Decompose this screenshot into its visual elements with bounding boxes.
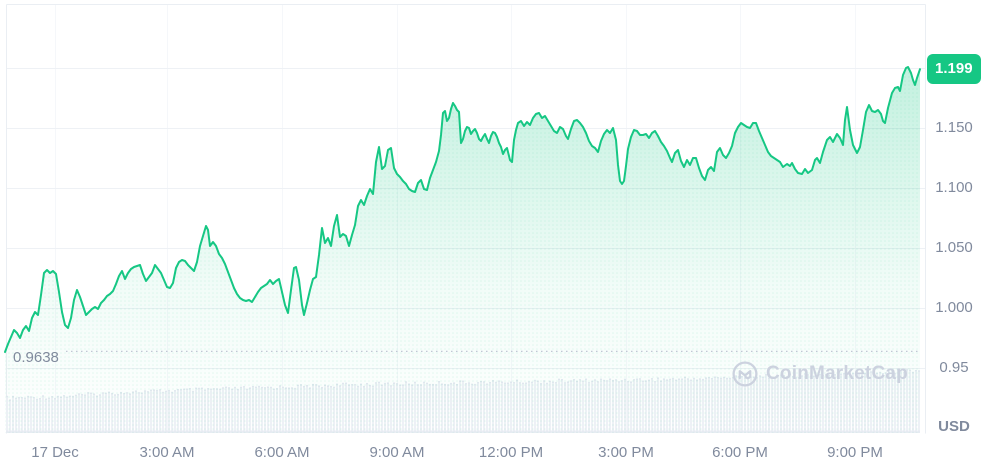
y-axis-tick-label: 1.000 (935, 299, 973, 316)
currency-unit-label: USD (938, 418, 970, 435)
y-axis: 1.150 1.100 1.050 1.000 0.95 (925, 0, 983, 472)
x-axis-tick-label: 17 Dec (31, 444, 79, 461)
x-axis-tick-label: 12:00 PM (478, 444, 544, 461)
watermark-text: CoinMarketCap (766, 363, 908, 384)
y-axis-tick-label: 1.150 (935, 119, 973, 136)
y-axis-tick-label: 1.100 (935, 179, 973, 196)
x-axis-tick-label: 6:00 AM (254, 444, 310, 461)
x-axis-tick-label: 3:00 AM (139, 444, 195, 461)
x-axis-tick-label: 3:00 PM (598, 444, 654, 461)
coinmarketcap-logo-icon (732, 361, 758, 387)
current-price-value: 1.199 (935, 60, 973, 78)
y-axis-tick-label: 1.050 (935, 239, 973, 256)
current-price-badge: 1.199 (927, 54, 981, 85)
x-axis-tick-label: 9:00 PM (827, 444, 883, 461)
coinmarketcap-watermark: CoinMarketCap (731, 360, 908, 388)
x-axis-tick-label: 6:00 PM (712, 444, 768, 461)
x-axis: 17 Dec 3:00 AM 6:00 AM 9:00 AM 12:00 PM 3:00 … (0, 444, 983, 466)
x-axis-tick-label: 9:00 AM (369, 444, 425, 461)
period-low-label: 0.9638 (13, 349, 59, 366)
y-axis-tick-label: 0.95 (939, 359, 969, 376)
